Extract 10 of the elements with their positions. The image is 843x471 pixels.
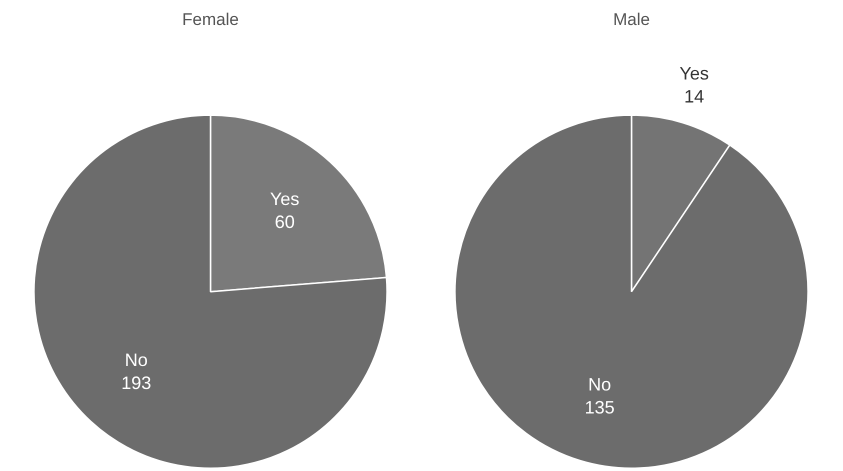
data-label: 14: [684, 86, 704, 107]
slice-label: Yes: [270, 189, 300, 210]
chart-title: Male: [613, 10, 650, 29]
data-label: 60: [274, 212, 295, 232]
slice-label: No: [588, 374, 612, 394]
data-label: 193: [121, 373, 152, 394]
slice-label: Yes: [679, 64, 709, 84]
slice-label: No: [124, 350, 148, 370]
chart-title: Female: [182, 10, 239, 29]
data-label: 135: [584, 397, 615, 418]
